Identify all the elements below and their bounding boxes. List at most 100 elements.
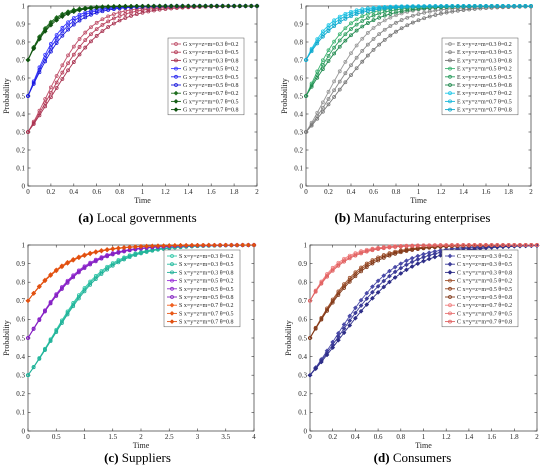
- legend-entry: G x=y=z=m=0.3 θ=0.5: [183, 50, 238, 56]
- data-point: [405, 8, 410, 13]
- data-point: [146, 9, 151, 14]
- y-tick-label: 0.9: [294, 20, 303, 28]
- y-tick-label: 0.9: [16, 260, 25, 268]
- y-tick-label: 0.4: [16, 353, 25, 361]
- caption-tag: (c): [104, 450, 119, 465]
- data-point: [343, 16, 348, 21]
- data-point: [77, 12, 82, 17]
- legend-swatch-marker: [170, 254, 174, 258]
- legend-swatch-marker: [448, 99, 452, 104]
- data-point: [318, 359, 324, 365]
- data-point: [320, 109, 325, 114]
- data-point: [529, 243, 534, 247]
- chart-manufacturing-enterprises: 0 0.2 0.4 0.6 0.8 1 1.2 1.4 1.6 1.8 2 0 0.1 0.2 0.3 0.4…: [280, 2, 533, 205]
- data-point: [36, 36, 42, 42]
- data-point: [98, 248, 104, 254]
- data-point: [117, 10, 122, 15]
- data-point: [353, 253, 358, 258]
- data-point: [83, 45, 88, 50]
- data-point: [309, 84, 314, 89]
- data-point: [197, 3, 203, 9]
- data-point: [501, 243, 505, 247]
- x-tick-label: 0.8: [396, 433, 405, 441]
- legend-swatch-marker: [448, 278, 452, 283]
- y-tick-label: 1: [304, 241, 308, 249]
- x-tick-label: 0.2: [47, 188, 56, 196]
- data-point: [392, 264, 398, 270]
- data-point: [387, 245, 392, 250]
- data-point: [377, 15, 382, 20]
- data-point: [404, 262, 409, 268]
- data-point: [320, 34, 325, 39]
- legend-swatch-marker: [448, 107, 452, 112]
- data-point: [106, 14, 111, 19]
- data-point: [77, 7, 82, 13]
- data-point: [49, 49, 53, 54]
- y-tick-label: 0.9: [298, 260, 307, 268]
- data-point: [54, 330, 59, 334]
- data-point: [220, 3, 226, 9]
- data-point: [421, 258, 426, 264]
- data-point: [140, 3, 145, 9]
- x-tick-label: 0.4: [69, 188, 78, 196]
- legend-swatch-marker: [448, 74, 452, 79]
- y-tick-label: 0.6: [16, 74, 25, 82]
- data-point: [71, 9, 77, 15]
- data-point: [93, 259, 98, 264]
- data-point: [71, 22, 76, 27]
- x-tick-label: 4: [252, 433, 256, 441]
- legend-entry: S x=y=z=m=0.7 θ=0.8: [179, 320, 233, 326]
- data-point: [66, 27, 70, 32]
- data-point: [240, 242, 246, 248]
- legend-swatch-marker: [170, 286, 174, 291]
- legend-entry: G x=y=z=m=0.7 θ=0.2: [183, 91, 238, 97]
- data-point: [360, 24, 365, 29]
- legend-entry: E x=y=z=m=0.3 θ=0.5: [457, 50, 512, 56]
- data-point: [484, 4, 488, 8]
- data-point: [335, 337, 341, 343]
- data-point: [162, 3, 168, 9]
- legend-swatch-marker: [448, 303, 452, 308]
- data-point: [336, 293, 341, 297]
- legend-swatch-marker: [448, 83, 452, 87]
- y-tick-label: 0.2: [16, 146, 25, 154]
- data-point: [248, 3, 254, 9]
- y-tick-label: 0.6: [16, 316, 25, 324]
- y-tick-label: 0.6: [294, 74, 303, 82]
- data-point: [382, 18, 387, 23]
- data-point: [523, 243, 528, 247]
- data-point: [111, 12, 116, 17]
- data-point: [371, 10, 376, 14]
- x-axis-label: Time: [133, 441, 150, 450]
- legend-swatch-marker: [448, 286, 452, 291]
- data-point: [359, 269, 363, 274]
- data-point: [354, 43, 359, 48]
- data-point: [54, 17, 60, 23]
- y-tick-label: 0: [304, 427, 308, 435]
- data-point: [304, 58, 308, 62]
- legend-swatch-marker: [170, 270, 174, 275]
- y-tick-label: 0.3: [16, 128, 25, 136]
- legend-entry: G x=y=z=m=0.7 θ=0.8: [183, 108, 238, 114]
- data-point: [65, 312, 70, 317]
- data-point: [100, 23, 105, 27]
- data-point: [309, 123, 314, 128]
- data-point: [352, 305, 358, 311]
- data-point: [382, 37, 387, 42]
- data-point: [404, 267, 409, 273]
- y-tick-label: 0.4: [294, 110, 303, 118]
- data-point: [360, 59, 365, 64]
- data-point: [70, 257, 76, 263]
- data-point: [337, 44, 342, 49]
- data-point: [381, 255, 386, 260]
- legend-swatch-marker: [174, 66, 178, 71]
- x-tick-label: 0.5: [52, 433, 61, 441]
- data-point: [168, 3, 174, 9]
- y-axis-label: Probability: [280, 78, 289, 114]
- legend-entry: S x=y=z=m=0.3 θ=0.8: [179, 270, 233, 276]
- data-point: [377, 7, 382, 12]
- y-tick-label: 0.1: [16, 409, 25, 417]
- data-point: [399, 26, 404, 31]
- x-tick-label: 0.6: [92, 188, 101, 196]
